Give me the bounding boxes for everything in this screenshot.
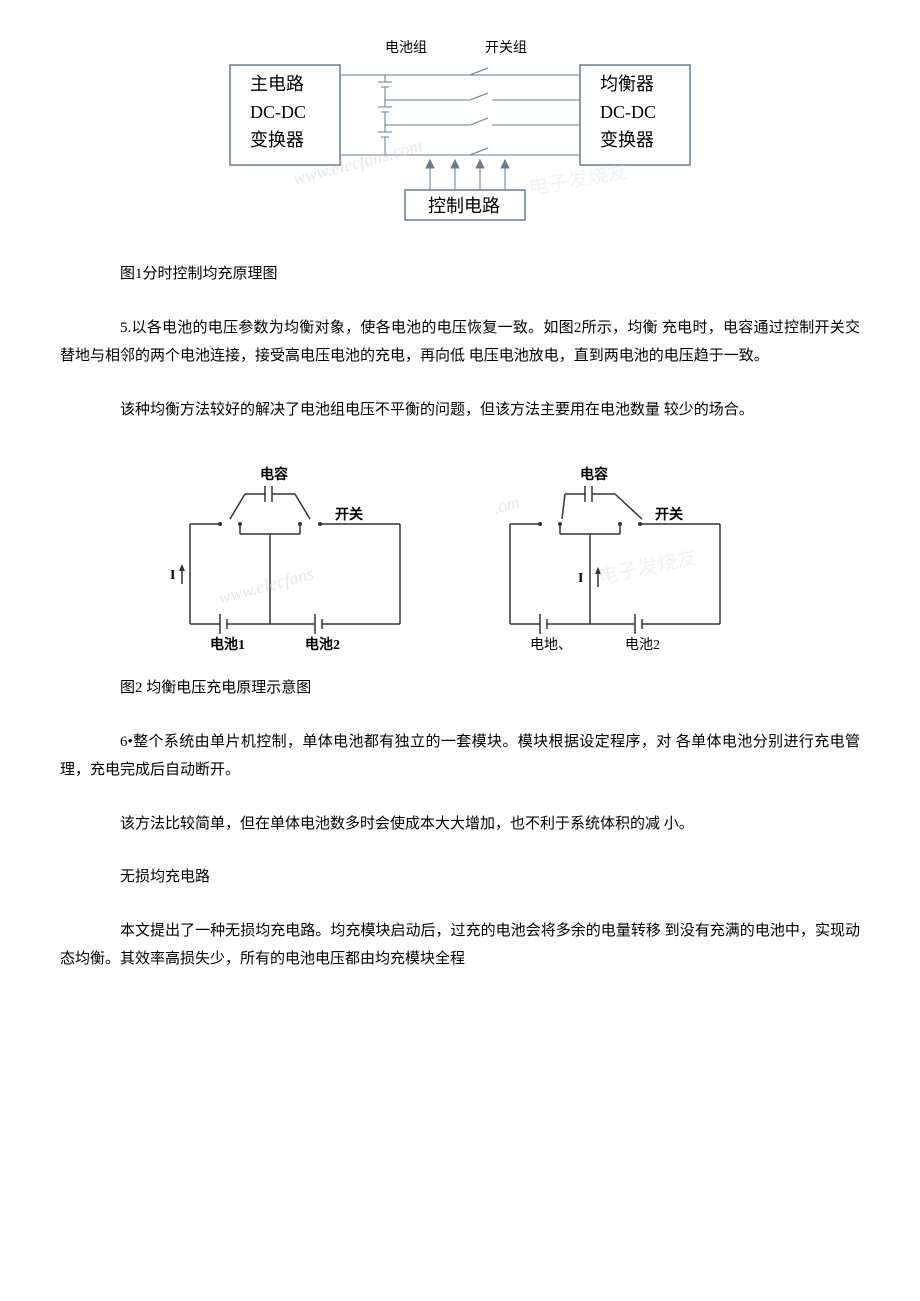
d2l-current-label: I	[170, 568, 175, 583]
diagram-1-svg: 电池组 开关组 主电路 DC-DC 变换器 均衡器 DC-DC 变换器	[210, 40, 710, 230]
d2r-current-label: I	[578, 571, 583, 586]
paragraph-4: 该方法比较简单，但在单体电池数多时会使成本大大增加，也不利于系统体积的减 小。	[60, 810, 860, 839]
paragraph-2: 该种均衡方法较好的解决了电池组电压不平衡的问题，但该方法主要用在电池数量 较少的…	[60, 396, 860, 425]
diagram-2-right: 电容 开关 I	[480, 464, 760, 664]
right-box-line1: 均衡器	[600, 74, 654, 94]
d2r-battery1-label: 电地、	[530, 637, 572, 653]
diagram-1: 电池组 开关组 主电路 DC-DC 变换器 均衡器 DC-DC 变换器	[210, 40, 710, 230]
d2r-watermark-cn: 电子发烧友	[596, 546, 699, 589]
diagram-2-left: 电容 开关 I	[160, 464, 440, 664]
d2l-switch-label: 开关	[335, 506, 363, 523]
left-box-line3: 变换器	[250, 130, 304, 150]
left-box-line1: 主电路	[250, 74, 304, 94]
d2r-battery2-label: 电池2	[625, 637, 660, 653]
paragraph-5: 本文提出了一种无损均充电路。均充模块启动后，过充的电池会将多余的电量转移 到没有…	[60, 917, 860, 974]
watermark-cn: 电子发烧友	[527, 160, 629, 200]
right-box-line2: DC-DC	[600, 102, 656, 122]
d2l-battery2-label: 电池2	[305, 636, 340, 653]
d2l-watermark: www.elecfans	[216, 563, 316, 608]
diagram-2-container: 电容 开关 I	[60, 464, 860, 664]
control-box-label: 控制电路	[428, 196, 500, 216]
d2l-battery1-label: 电池1	[210, 636, 245, 653]
control-arrows	[426, 160, 509, 190]
heading-1: 无损均充电路	[60, 863, 860, 892]
d2l-cap-label: 电容	[260, 466, 288, 483]
watermark-en: www.elecfans.com	[291, 135, 424, 189]
d2r-watermark-suffix: .om	[491, 492, 522, 518]
paragraph-1: 5.以各电池的电压参数为均衡对象，使各电池的电压恢复一致。如图2所示，均衡 充电…	[60, 314, 860, 371]
label-battery-group: 电池组	[385, 40, 427, 56]
right-box-line3: 变换器	[600, 130, 654, 150]
label-switch-group: 开关组	[485, 40, 527, 56]
paragraph-3: 6•整个系统由单片机控制，单体电池都有独立的一套模块。模块根据设定程序，对 各单…	[60, 728, 860, 785]
d2r-cap-label: 电容	[580, 466, 608, 483]
caption-1: 图1分时控制均充原理图	[60, 260, 860, 289]
caption-2: 图2 均衡电压充电原理示意图	[60, 674, 860, 703]
d2r-switch-label: 开关	[655, 506, 683, 523]
left-box-line2: DC-DC	[250, 102, 306, 122]
